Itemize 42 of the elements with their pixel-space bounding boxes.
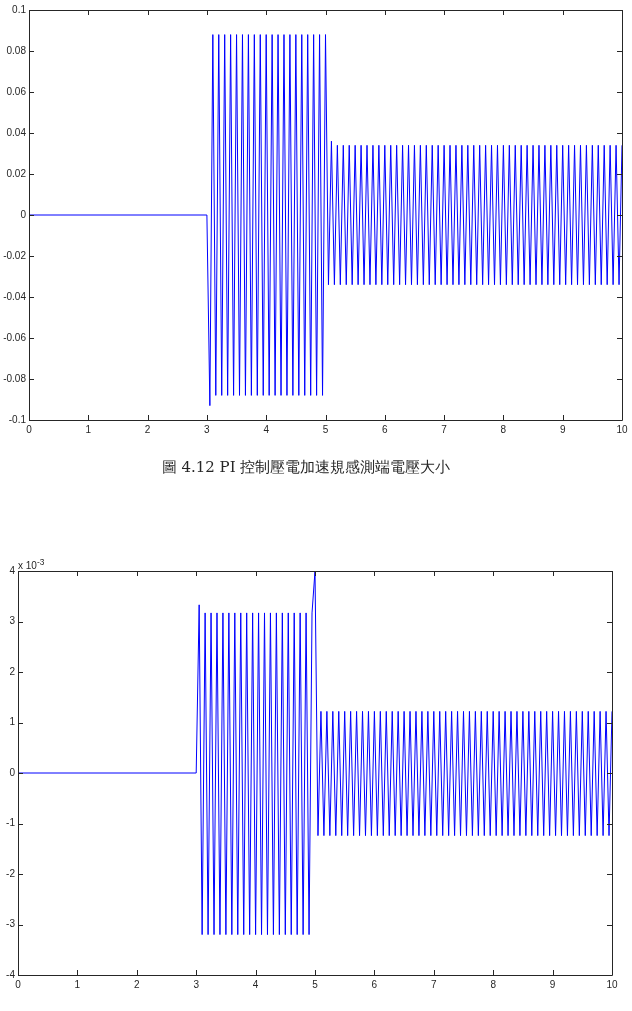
y-tick-label: 4 (9, 564, 16, 576)
y-tick-label: 0 (9, 766, 16, 778)
y-tick-label: 0.02 (6, 167, 27, 179)
x-tick-label: 2 (134, 978, 141, 990)
x-tick-label: 9 (559, 423, 566, 435)
x-tick-label: 7 (431, 978, 438, 990)
y-tick-label: -3 (6, 918, 16, 930)
x-tick-label: 6 (382, 423, 389, 435)
y-tick-label: 0.04 (6, 126, 27, 138)
x-tick-label: 6 (371, 978, 378, 990)
y-tick-label: -4 (6, 968, 16, 980)
x-tick-label: 1 (85, 423, 92, 435)
y-tick-label: -0.04 (3, 290, 27, 302)
y-tick-label: 0.08 (6, 44, 27, 56)
y-tick-label: -0.06 (3, 331, 27, 343)
x-tick-label: 8 (490, 978, 497, 990)
x-tick-label: 9 (549, 978, 556, 990)
y-tick-label: -2 (6, 867, 16, 879)
y-tick-label: 0.06 (6, 85, 27, 97)
x-tick-label: 10 (606, 978, 618, 990)
x-tick-label: 4 (252, 978, 259, 990)
x-tick-label: 2 (144, 423, 151, 435)
x-tick-label: 1 (74, 978, 81, 990)
y-tick-label: -0.08 (3, 372, 27, 384)
y-tick-label: 1 (9, 716, 16, 728)
x-tick-label: 4 (263, 423, 270, 435)
x-tick-label: 8 (500, 423, 507, 435)
text: x 10$^{-3}$ (18, 556, 45, 573)
y-tick-label: 2 (9, 665, 16, 677)
x-tick-label: 10 (616, 423, 628, 435)
y-tick-label: -0.02 (3, 249, 27, 261)
x-tick-label: 3 (204, 423, 211, 435)
y-tick-label: -1 (6, 817, 16, 829)
x-tick-label: 7 (441, 423, 448, 435)
y-tick-label: -0.1 (8, 413, 27, 425)
y-tick-label: 3 (9, 615, 16, 627)
x-tick-label: 5 (322, 423, 329, 435)
y-tick-label: 0 (20, 208, 27, 220)
caption: 圖 4.12 PI 控制壓電加速規感測端電壓大小 (160, 458, 452, 477)
x-tick-label: 5 (312, 978, 319, 990)
y-tick-label: 0.1 (12, 3, 27, 15)
x-tick-label: 3 (193, 978, 200, 990)
